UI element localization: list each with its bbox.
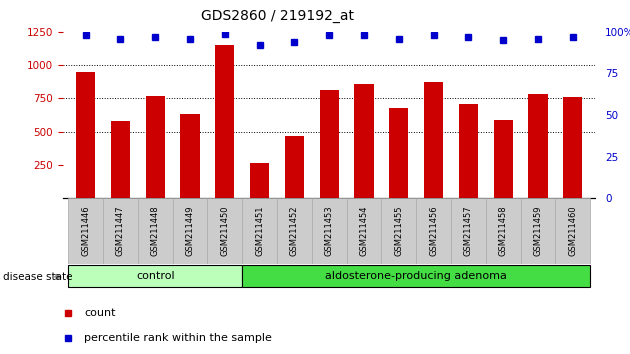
Text: GDS2860 / 219192_at: GDS2860 / 219192_at xyxy=(201,9,353,23)
Text: GSM211455: GSM211455 xyxy=(394,206,403,256)
Bar xyxy=(312,198,347,264)
Text: GSM211449: GSM211449 xyxy=(185,206,195,256)
Text: GSM211448: GSM211448 xyxy=(151,206,159,256)
Text: GSM211457: GSM211457 xyxy=(464,206,473,256)
Text: GSM211450: GSM211450 xyxy=(220,206,229,256)
Bar xyxy=(277,198,312,264)
Bar xyxy=(68,198,103,264)
Bar xyxy=(416,198,451,264)
Bar xyxy=(215,45,234,198)
Bar xyxy=(486,198,520,264)
Text: GSM211459: GSM211459 xyxy=(534,206,542,256)
Text: disease state: disease state xyxy=(3,272,72,282)
Bar xyxy=(346,198,381,264)
Bar xyxy=(389,108,408,198)
Text: GSM211454: GSM211454 xyxy=(360,206,369,256)
Text: percentile rank within the sample: percentile rank within the sample xyxy=(84,333,272,343)
Bar xyxy=(207,198,242,264)
Text: GSM211460: GSM211460 xyxy=(568,206,577,256)
Bar xyxy=(319,90,339,198)
Bar xyxy=(138,198,173,264)
Text: GSM211456: GSM211456 xyxy=(429,206,438,256)
Text: GSM211458: GSM211458 xyxy=(499,206,508,256)
Bar xyxy=(146,96,165,198)
Bar xyxy=(180,114,200,198)
Bar xyxy=(250,163,269,198)
Text: control: control xyxy=(136,271,175,281)
Text: aldosterone-producing adenoma: aldosterone-producing adenoma xyxy=(325,271,507,281)
Bar xyxy=(520,198,555,264)
Bar xyxy=(529,95,547,198)
Bar xyxy=(285,136,304,198)
Bar xyxy=(111,121,130,198)
Bar xyxy=(424,82,443,198)
Text: GSM211447: GSM211447 xyxy=(116,206,125,256)
Bar xyxy=(493,120,513,198)
Bar xyxy=(459,104,478,198)
Text: GSM211451: GSM211451 xyxy=(255,206,264,256)
Bar xyxy=(76,72,95,198)
Bar xyxy=(173,198,207,264)
Text: GSM211452: GSM211452 xyxy=(290,206,299,256)
Text: GSM211446: GSM211446 xyxy=(81,206,90,256)
Bar xyxy=(68,265,242,287)
Bar xyxy=(103,198,138,264)
Bar xyxy=(242,198,277,264)
Bar xyxy=(381,198,416,264)
Bar xyxy=(451,198,486,264)
Bar xyxy=(555,198,590,264)
Text: count: count xyxy=(84,308,116,318)
Bar xyxy=(563,97,582,198)
Text: GSM211453: GSM211453 xyxy=(324,206,334,256)
Bar xyxy=(355,84,374,198)
Bar xyxy=(242,265,590,287)
